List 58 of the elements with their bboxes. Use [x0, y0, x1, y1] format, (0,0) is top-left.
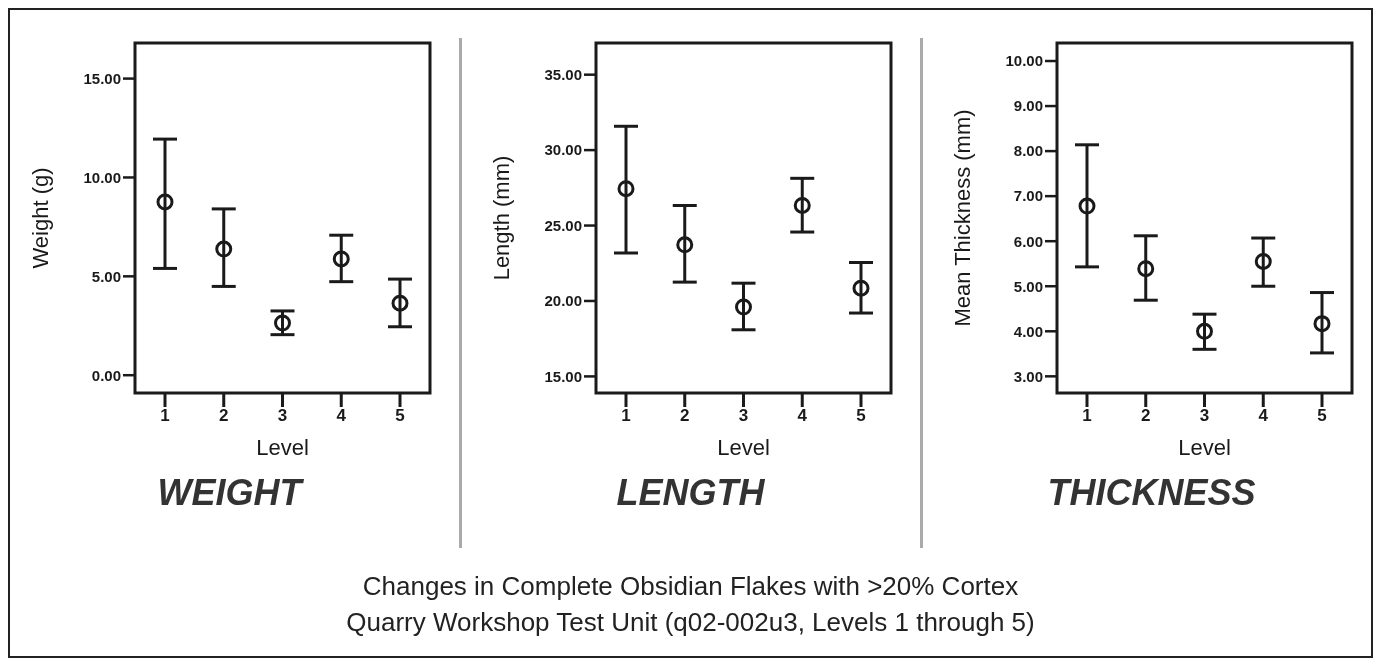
y-tick-label: 6.00	[1013, 232, 1043, 250]
y-tick-label: 7.00	[1013, 187, 1043, 205]
y-axis-title: Weight (g)	[27, 167, 53, 269]
y-tick-label: 15.00	[543, 367, 582, 385]
y-tick-label: 3.00	[1013, 367, 1043, 385]
x-tick-label: 5	[1316, 406, 1327, 426]
point	[793, 196, 811, 214]
x-tick-label: 5	[855, 406, 866, 426]
y-tick-label: 5.00	[91, 267, 121, 285]
y-tick-label: 30.00	[543, 141, 582, 159]
x-tick-label: 3	[1199, 406, 1209, 426]
text: THICKNESS	[1047, 472, 1256, 514]
text: LENGTH	[616, 472, 765, 514]
x-tick-label: 2	[1140, 406, 1150, 426]
y-tick-label: 35.00	[543, 66, 582, 84]
y-tick-label: 20.00	[543, 292, 582, 310]
point	[156, 193, 173, 211]
point	[273, 314, 291, 332]
x-tick-label: 3	[277, 406, 287, 426]
point	[1136, 260, 1154, 278]
x-axis-title: Level	[1177, 435, 1231, 460]
point	[214, 240, 232, 258]
text: Changes in Complete Obsidian Flakes with >20% Cortex	[361, 570, 1020, 603]
point	[332, 250, 350, 268]
y-tick-label: 25.00	[543, 216, 582, 234]
point	[734, 298, 752, 316]
y-tick-label: 8.00	[1013, 142, 1043, 160]
y-tick-label: 15.00	[82, 69, 121, 87]
point	[675, 236, 693, 254]
y-tick-label: 0.00	[91, 366, 121, 384]
x-tick-label: 3	[738, 406, 748, 426]
point	[1078, 197, 1095, 215]
text: WEIGHT	[157, 472, 302, 514]
point	[617, 180, 634, 198]
text: Quarry Workshop Test Unit (q02-002u3, Levels 1 through 5)	[345, 606, 1036, 639]
y-tick-label: 10.00	[82, 168, 121, 186]
y-axis-title: Mean Thickness (mm)	[949, 109, 975, 327]
y-tick-label: 5.00	[1013, 277, 1043, 295]
x-tick-label: 1	[1081, 406, 1092, 426]
point	[1195, 322, 1213, 340]
y-tick-label: 10.00	[1004, 52, 1043, 70]
x-tick-label: 4	[797, 406, 808, 426]
x-tick-label: 2	[679, 406, 689, 426]
x-tick-label: 4	[1258, 406, 1269, 426]
x-axis-title: Level	[716, 435, 770, 460]
x-tick-label: 5	[394, 406, 405, 426]
x-tick-label: 2	[218, 406, 228, 426]
x-tick-label: 1	[620, 406, 631, 426]
x-tick-label: 1	[159, 406, 170, 426]
point	[391, 294, 408, 312]
x-tick-label: 4	[336, 406, 347, 426]
x-axis-title: Level	[255, 435, 309, 460]
point	[1254, 252, 1272, 270]
y-axis-title: Length (mm)	[488, 155, 514, 281]
point	[1313, 315, 1330, 333]
y-tick-label: 9.00	[1013, 97, 1043, 115]
y-tick-label: 4.00	[1013, 322, 1043, 340]
point	[852, 279, 869, 297]
